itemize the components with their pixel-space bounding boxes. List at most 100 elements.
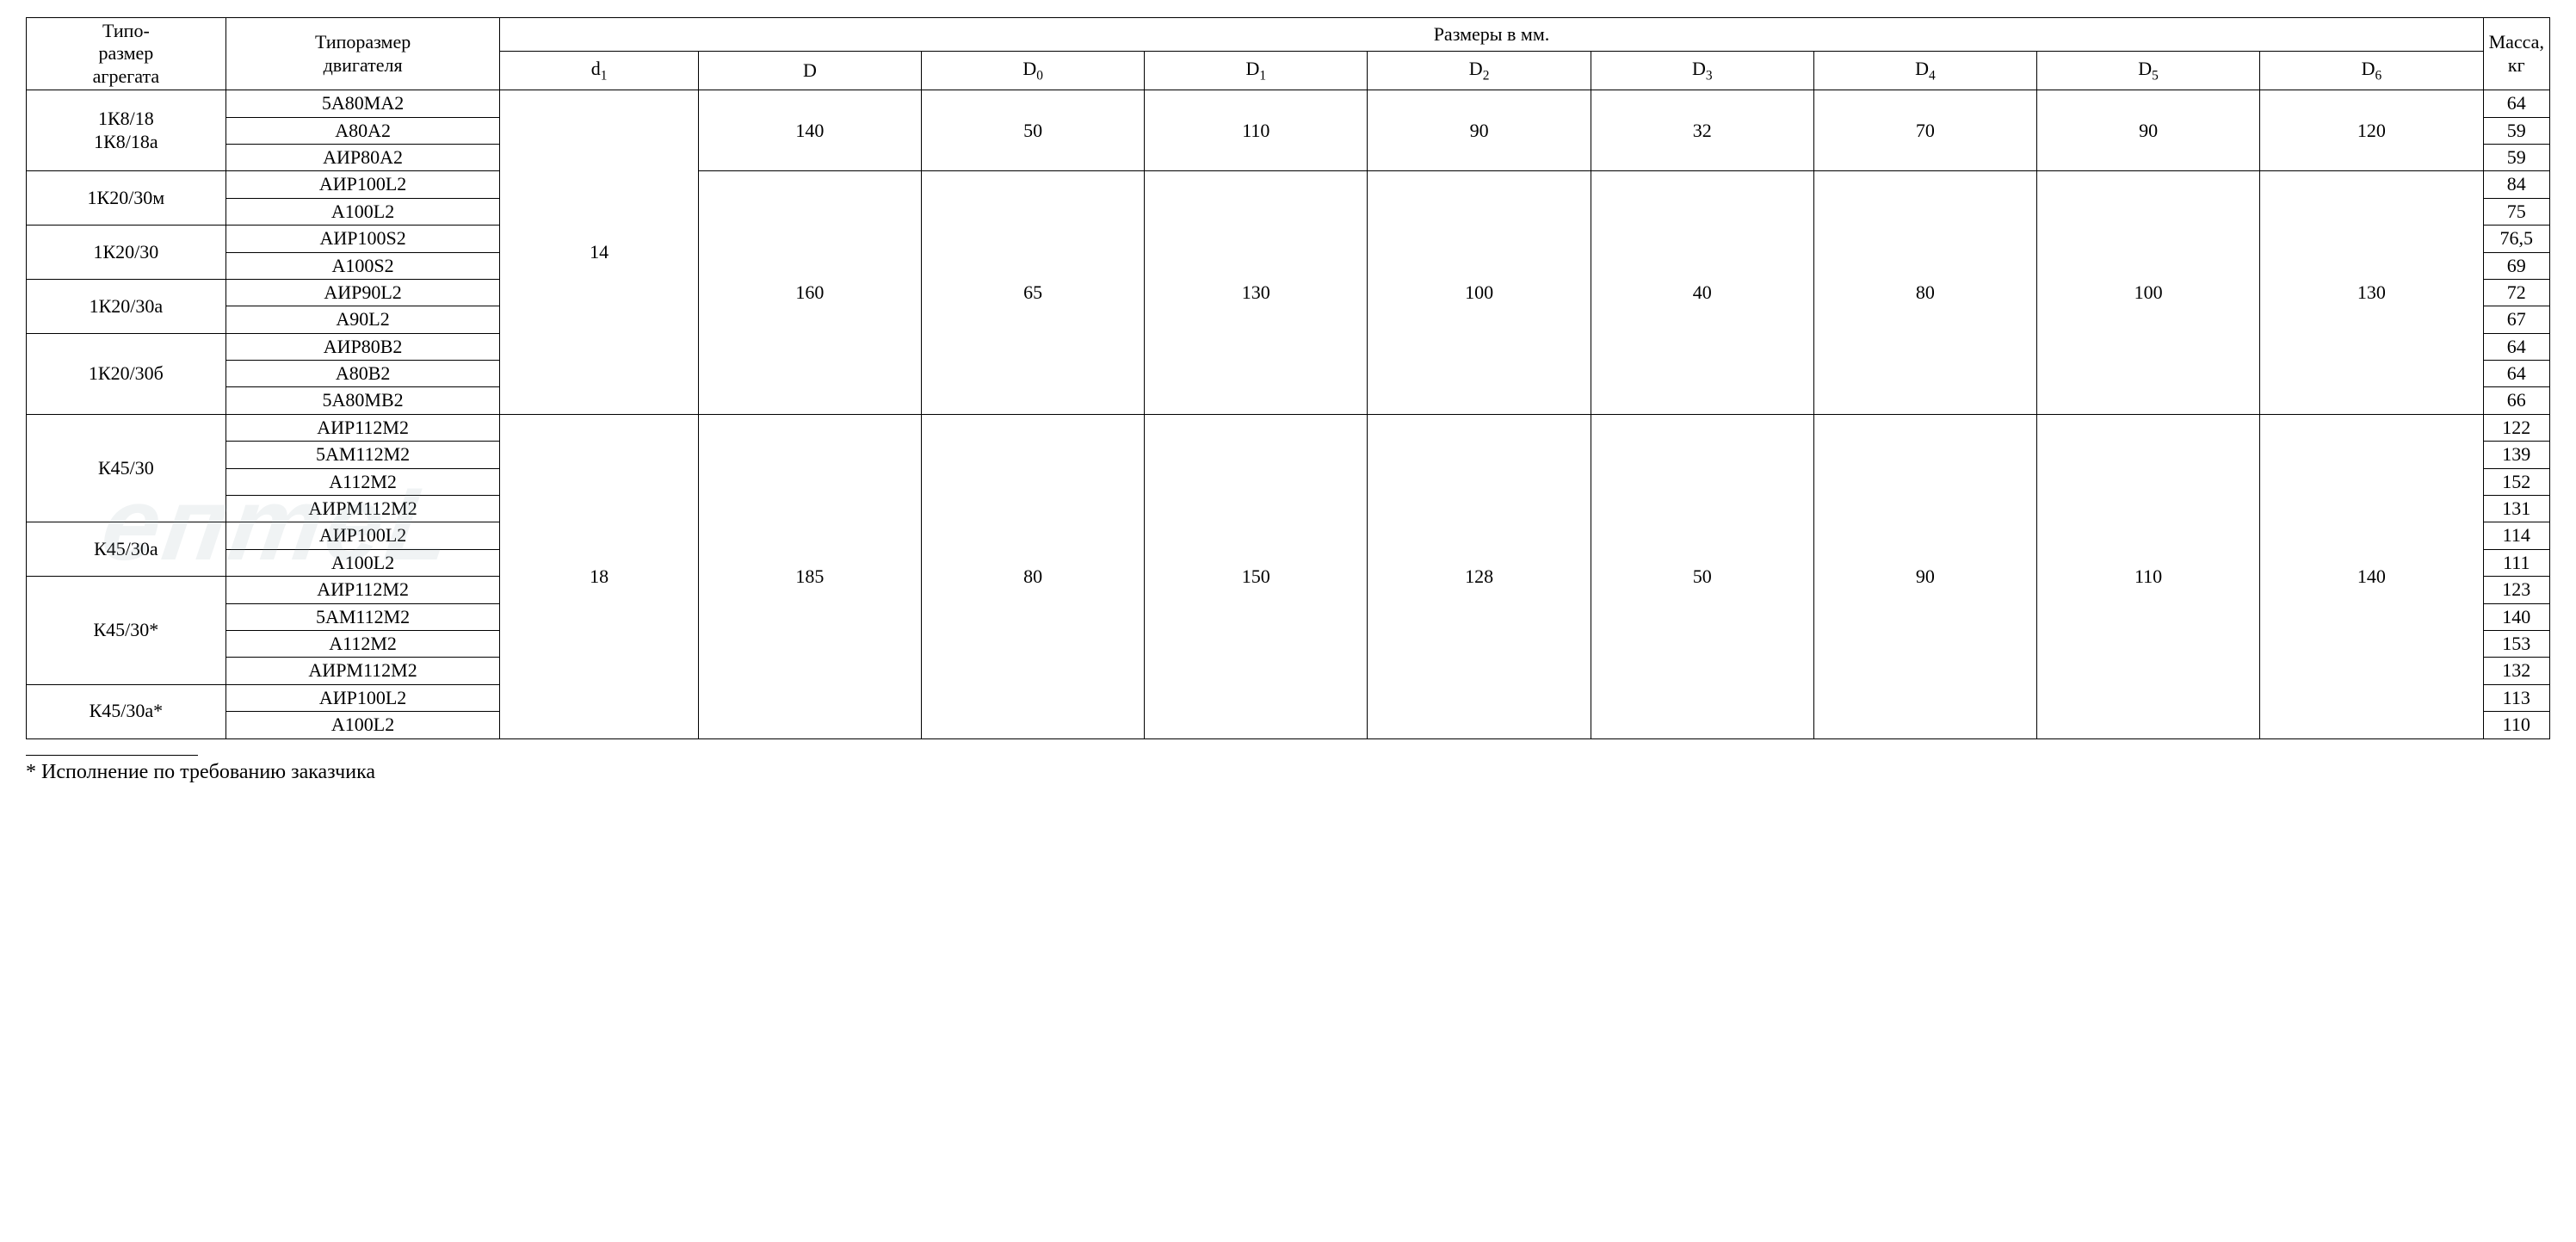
cell-dim: 100	[1368, 171, 1591, 415]
cell-motor: А100L2	[225, 198, 500, 225]
cell-mass: 75	[2483, 198, 2549, 225]
cell-mass: 59	[2483, 144, 2549, 170]
cell-dim: 160	[698, 171, 921, 415]
cell-dim: 80	[1813, 171, 2036, 415]
cell-motor: 5АМ112М2	[225, 603, 500, 630]
cell-mass: 110	[2483, 712, 2549, 738]
cell-dim: 130	[1145, 171, 1368, 415]
cell-dim: 100	[2036, 171, 2259, 415]
cell-dim: 70	[1813, 90, 2036, 171]
col-header-dim: D2	[1368, 52, 1591, 90]
cell-mass: 113	[2483, 684, 2549, 711]
cell-motor: А112М2	[225, 630, 500, 657]
table-header: Типо-размерагрегата Типоразмердвигателя …	[27, 18, 2550, 90]
table-row: К45/30АИР112М218185801501285090110140122	[27, 414, 2550, 441]
cell-mass: 114	[2483, 522, 2549, 549]
footnote-text: * Исполнение по требованию заказчика	[26, 759, 2550, 784]
cell-dim: 80	[922, 414, 1145, 738]
cell-mass: 132	[2483, 658, 2549, 684]
cell-motor: АИР100L2	[225, 684, 500, 711]
cell-mass: 152	[2483, 468, 2549, 495]
cell-dim: 130	[2260, 171, 2483, 415]
cell-motor: А90L2	[225, 306, 500, 333]
cell-aggregate: 1К20/30а	[27, 279, 226, 333]
cell-motor: 5АМ112М2	[225, 442, 500, 468]
cell-dim: 128	[1368, 414, 1591, 738]
cell-dim: 90	[2036, 90, 2259, 171]
cell-motor: АИРМ112М2	[225, 496, 500, 522]
cell-mass: 64	[2483, 90, 2549, 117]
footnote-rule	[26, 755, 198, 756]
cell-aggregate: К45/30*	[27, 577, 226, 685]
cell-dim: 185	[698, 414, 921, 738]
cell-mass: 66	[2483, 387, 2549, 414]
cell-mass: 140	[2483, 603, 2549, 630]
cell-aggregate: 1К20/30м	[27, 171, 226, 226]
cell-d1: 18	[500, 414, 698, 738]
cell-dim: 110	[1145, 90, 1368, 171]
col-header-dim: D	[698, 52, 921, 90]
col-header-dim: D4	[1813, 52, 2036, 90]
cell-dim: 40	[1591, 171, 1813, 415]
col-header-dim: D5	[2036, 52, 2259, 90]
table-row: 1К8/181К8/18а5А80МА214140501109032709012…	[27, 90, 2550, 117]
cell-motor: А100L2	[225, 712, 500, 738]
cell-mass: 59	[2483, 117, 2549, 144]
cell-mass: 139	[2483, 442, 2549, 468]
cell-d1: 14	[500, 90, 698, 415]
cell-aggregate: 1К8/181К8/18а	[27, 90, 226, 171]
col-header-dim: D6	[2260, 52, 2483, 90]
cell-motor: АИР100L2	[225, 171, 500, 198]
col-header-dim: D3	[1591, 52, 1813, 90]
cell-mass: 76,5	[2483, 226, 2549, 252]
cell-motor: А100L2	[225, 549, 500, 576]
cell-aggregate: 1К20/30	[27, 226, 226, 280]
spec-table: Типо-размерагрегата Типоразмердвигателя …	[26, 17, 2550, 739]
cell-motor: 5А80МА2	[225, 90, 500, 117]
cell-aggregate: К45/30а*	[27, 684, 226, 738]
cell-motor: АИР100L2	[225, 522, 500, 549]
cell-mass: 84	[2483, 171, 2549, 198]
col-header-motor: Типоразмердвигателя	[225, 18, 500, 90]
cell-motor: АИРМ112М2	[225, 658, 500, 684]
col-header-dim: D1	[1145, 52, 1368, 90]
cell-dim: 90	[1368, 90, 1591, 171]
cell-dim: 90	[1813, 414, 2036, 738]
cell-motor: 5А80МВ2	[225, 387, 500, 414]
col-header-mass: Масса, кг	[2483, 18, 2549, 90]
cell-dim: 120	[2260, 90, 2483, 171]
cell-mass: 64	[2483, 333, 2549, 360]
cell-motor: А80А2	[225, 117, 500, 144]
cell-dim: 140	[2260, 414, 2483, 738]
cell-mass: 72	[2483, 279, 2549, 306]
cell-aggregate: К45/30а	[27, 522, 226, 577]
cell-motor: АИР112М2	[225, 577, 500, 603]
cell-aggregate: К45/30	[27, 414, 226, 522]
cell-mass: 67	[2483, 306, 2549, 333]
col-header-aggregate: Типо-размерагрегата	[27, 18, 226, 90]
cell-dim: 50	[1591, 414, 1813, 738]
cell-motor: АИР90L2	[225, 279, 500, 306]
cell-dim: 65	[922, 171, 1145, 415]
cell-motor: А80В2	[225, 361, 500, 387]
cell-motor: АИР80В2	[225, 333, 500, 360]
cell-dim: 32	[1591, 90, 1813, 171]
cell-motor: АИР112М2	[225, 414, 500, 441]
cell-mass: 64	[2483, 361, 2549, 387]
col-header-dim: D0	[922, 52, 1145, 90]
cell-mass: 122	[2483, 414, 2549, 441]
table-row: 1К20/30мАИР100L216065130100408010013084	[27, 171, 2550, 198]
cell-motor: АИР80А2	[225, 144, 500, 170]
cell-dim: 110	[2036, 414, 2259, 738]
cell-mass: 123	[2483, 577, 2549, 603]
cell-aggregate: 1К20/30б	[27, 333, 226, 414]
cell-dim: 150	[1145, 414, 1368, 738]
cell-motor: А112М2	[225, 468, 500, 495]
cell-motor: АИР100S2	[225, 226, 500, 252]
cell-dim: 50	[922, 90, 1145, 171]
cell-mass: 153	[2483, 630, 2549, 657]
col-header-dimensions-group: Размеры в мм.	[500, 18, 2483, 52]
cell-mass: 111	[2483, 549, 2549, 576]
page-root: eптeL Типо-размерагрегата Типоразмердвиг…	[0, 0, 2576, 801]
col-header-dim: d1	[500, 52, 698, 90]
